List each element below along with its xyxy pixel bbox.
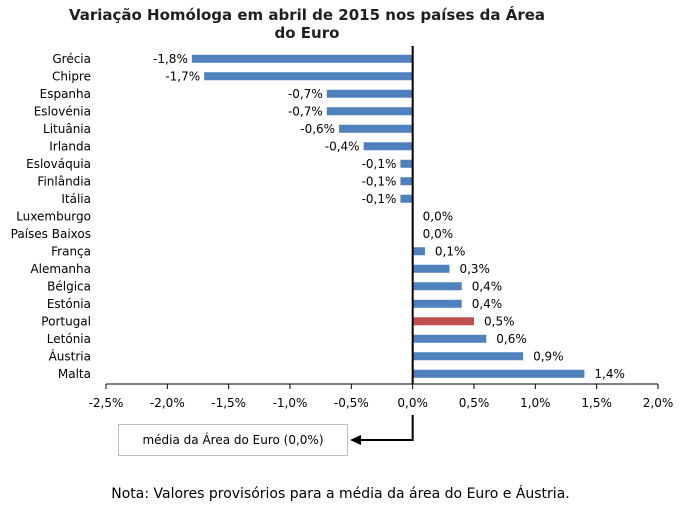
- value-label: -0,4%: [325, 139, 360, 153]
- category-label: Letónia: [47, 332, 91, 346]
- value-label: 0,5%: [484, 314, 515, 328]
- value-label: -0,7%: [288, 104, 323, 118]
- category-label: Malta: [58, 367, 91, 381]
- value-label: 0,9%: [533, 349, 564, 363]
- bar-8: [400, 194, 413, 203]
- category-labels: Grécia Chipre Espanha Eslovénia Lituânia Irla…: [11, 52, 91, 381]
- category-label: Bélgica: [47, 279, 91, 293]
- value-label: -0,1%: [362, 192, 397, 206]
- bar-4: [339, 124, 413, 133]
- value-label: -0,7%: [288, 87, 323, 101]
- value-label: -1,7%: [165, 69, 200, 83]
- x-tick-label: 1,0%: [520, 396, 551, 410]
- x-tick-label: -0,5%: [334, 396, 369, 410]
- value-label: 0,6%: [496, 332, 527, 346]
- value-label: -0,6%: [300, 122, 335, 136]
- bar-1: [204, 72, 413, 81]
- value-label: 0,4%: [472, 297, 503, 311]
- x-tick-label: 0,0%: [397, 396, 428, 410]
- category-label: Portugal: [41, 314, 91, 328]
- category-label: Eslovénia: [34, 104, 91, 118]
- average-annotation-box: média da Área do Euro (0,0%): [118, 424, 348, 456]
- value-label: -0,1%: [362, 157, 397, 171]
- bar-16: [412, 334, 487, 343]
- value-label: 0,1%: [435, 244, 466, 258]
- x-tick-label: 2,0%: [643, 396, 674, 410]
- bar-3: [326, 107, 413, 116]
- bar-11: [412, 247, 425, 256]
- value-label: 1,4%: [594, 367, 625, 381]
- bar-5: [363, 142, 413, 151]
- value-label: -0,1%: [362, 174, 397, 188]
- footnote: Nota: Valores provisórios para a média d…: [111, 486, 570, 502]
- bars-group: [191, 54, 585, 378]
- category-label: Luxemburgo: [16, 209, 91, 223]
- value-label: 0,0%: [423, 227, 454, 241]
- x-tick-label: -2,0%: [150, 396, 185, 410]
- category-label: Estónia: [47, 297, 91, 311]
- value-label: 0,3%: [459, 262, 490, 276]
- bar-13: [412, 282, 462, 291]
- category-label: Chipre: [52, 69, 91, 83]
- category-label: Lituânia: [43, 122, 91, 136]
- category-label: Irlanda: [49, 139, 91, 153]
- category-label: França: [51, 244, 91, 258]
- bar-14: [412, 299, 462, 308]
- value-label: 0,4%: [472, 279, 503, 293]
- value-label: 0,0%: [423, 209, 454, 223]
- category-label: Alemanha: [30, 262, 91, 276]
- bar-12: [412, 264, 450, 273]
- category-label: Itália: [61, 192, 91, 206]
- category-label: Finlândia: [37, 174, 91, 188]
- bar-7: [400, 177, 413, 186]
- bar-18: [412, 369, 585, 378]
- bar-15: [412, 317, 474, 326]
- bar-2: [326, 89, 413, 98]
- x-tick-label: -2,5%: [89, 396, 124, 410]
- pointer-line: [360, 415, 414, 441]
- bar-0: [191, 54, 413, 63]
- x-tick-label: 0,5%: [459, 396, 490, 410]
- value-labels: -1,8%-1,7%-0,7%-0,7%-0,6%-0,4%-0,1%-0,1%…: [153, 52, 625, 381]
- chart-title-line1: Variação Homóloga em abril de 2015 nos p…: [69, 5, 545, 24]
- x-tick-label: 1,5%: [581, 396, 612, 410]
- chart-title-line2: do Euro: [275, 24, 340, 42]
- pointer-arrowhead: [350, 435, 361, 445]
- x-tick-label: -1,5%: [211, 396, 246, 410]
- category-label: Espanha: [40, 87, 91, 101]
- x-tick-label: -1,0%: [273, 396, 308, 410]
- category-label: Áustria: [49, 348, 91, 363]
- category-label: Países Baixos: [11, 227, 91, 241]
- category-label: Eslováquia: [26, 157, 91, 171]
- average-pointer: [350, 415, 414, 445]
- bar-6: [400, 159, 413, 168]
- category-label: Grécia: [52, 52, 91, 66]
- value-label: -1,8%: [153, 52, 188, 66]
- average-annotation-label: média da Área do Euro (0,0%): [142, 433, 324, 447]
- bar-17: [412, 352, 524, 361]
- x-axis: -2,5% -2,0% -1,5% -1,0% -0,5% 0,0% 0,5% 1,0% 1,5…: [89, 46, 674, 410]
